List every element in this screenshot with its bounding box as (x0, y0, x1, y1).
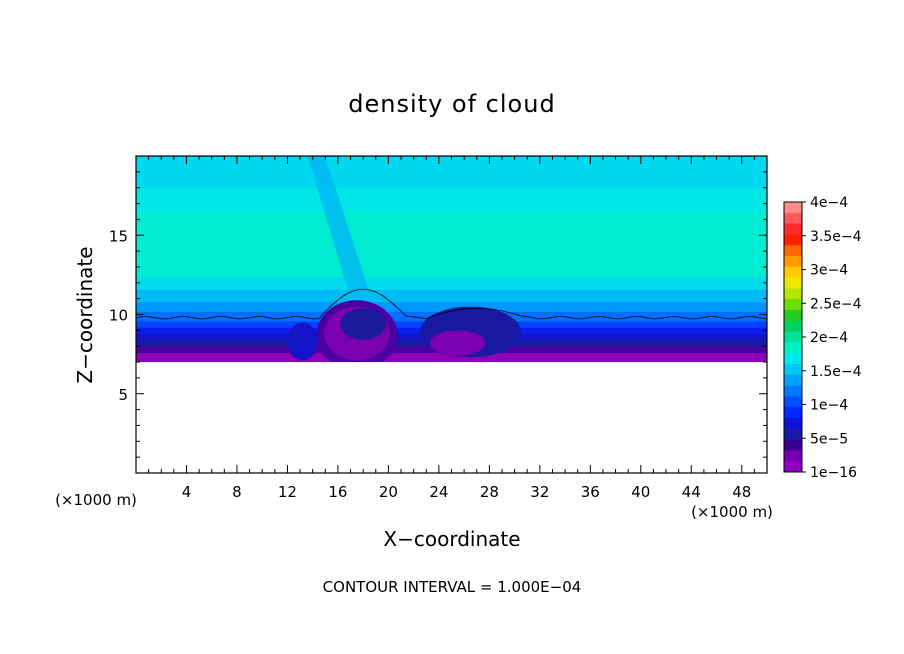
colorbar-swatch-4 (784, 245, 802, 257)
x-axis-label: X−coordinate (383, 527, 520, 551)
contour-line (136, 288, 767, 320)
colorbar-label-6: 1e−4 (810, 398, 848, 414)
colorbar-swatch-13 (784, 342, 802, 354)
colorbar-label-5: 1.5e−4 (810, 364, 862, 380)
x-tick-label-8: 8 (232, 483, 242, 501)
x-tick-label-24: 24 (429, 483, 448, 501)
colorbar-swatch-24 (784, 461, 802, 473)
density-layer-0 (136, 352, 767, 363)
colorbar-swatch-17 (784, 385, 802, 397)
colorbar-label-0: 4e−4 (810, 195, 848, 211)
density-layer-8 (136, 289, 767, 303)
colorbar-swatch-12 (784, 331, 802, 343)
x-tick-label-16: 16 (328, 483, 347, 501)
colorbar-swatch-16 (784, 374, 802, 387)
colorbar-swatch-9 (784, 299, 802, 311)
colorbar-swatch-7 (784, 277, 802, 289)
y-axis-label: Z−coordinate (73, 246, 97, 383)
colorbar-swatch-5 (784, 256, 802, 268)
colorbar-swatch-20 (784, 418, 802, 430)
colorbar: 4e−4 3.5e−4 3e−4 2.5e−4 2e−4 1.5e−4 1e−4 5e−5 1e… (783, 195, 862, 481)
density-layer-10 (136, 209, 767, 277)
colorbar-swatch-1 (784, 212, 802, 225)
colorbar-swatch-2 (784, 223, 802, 235)
colorbar-swatch-18 (784, 396, 802, 408)
colorbar-swatch-21 (784, 428, 802, 441)
x-tick-label-20: 20 (379, 483, 398, 501)
colorbar-swatch-6 (784, 266, 802, 279)
y-tick-label-5: 5 (118, 386, 128, 404)
colorbar-swatch-3 (784, 234, 802, 246)
x-tick-label-48: 48 (732, 483, 751, 501)
colorbar-swatch-11 (784, 320, 802, 333)
colorbar-label-3: 2.5e−4 (810, 296, 862, 312)
density-layer-12 (136, 156, 767, 189)
clear-air-region (136, 362, 767, 473)
colorbar-swatch-23 (784, 450, 802, 462)
colorbar-swatch-19 (784, 407, 802, 419)
colorbar-label-1: 3.5e−4 (810, 229, 862, 245)
x-tick-label-44: 44 (682, 483, 701, 501)
colorbar-swatch-14 (784, 353, 802, 365)
x-tick-label-28: 28 (480, 483, 499, 501)
anvil-streak (307, 156, 369, 299)
density-layer-9 (136, 276, 767, 290)
colorbar-label-8: 1e−16 (810, 465, 857, 481)
cloud-cell-2 (340, 308, 386, 340)
colorbar-label-7: 5e−5 (810, 431, 848, 447)
contour-interval-note: CONTOUR INTERVAL = 1.000E−04 (323, 578, 582, 596)
density-field (136, 156, 767, 473)
x-tick-label-4: 4 (182, 483, 192, 501)
x-tick-label-40: 40 (631, 483, 650, 501)
cloud-cell-5 (287, 322, 318, 361)
colorbar-label-2: 3e−4 (810, 263, 848, 279)
colorbar-swatch-22 (784, 439, 802, 451)
y-tick-label-10: 10 (109, 307, 128, 325)
chart-title: density of cloud (348, 90, 555, 118)
x-tick-label-36: 36 (581, 483, 600, 501)
cloud-cell-4 (430, 330, 486, 356)
colorbar-swatch-15 (784, 364, 802, 376)
x-unit-label-right: (×1000 m) (691, 503, 773, 521)
density-layer-7 (136, 301, 767, 312)
colorbar-swatch-0 (784, 202, 802, 214)
colorbar-label-4: 2e−4 (810, 330, 848, 346)
x-tick-label-32: 32 (530, 483, 549, 501)
x-unit-label-left: (×1000 m) (55, 491, 137, 509)
x-tick-label-12: 12 (278, 483, 297, 501)
y-tick-label-15: 15 (109, 227, 128, 245)
density-layer-11 (136, 187, 767, 211)
colorbar-swatch-8 (784, 288, 802, 300)
colorbar-swatch-10 (784, 310, 802, 322)
